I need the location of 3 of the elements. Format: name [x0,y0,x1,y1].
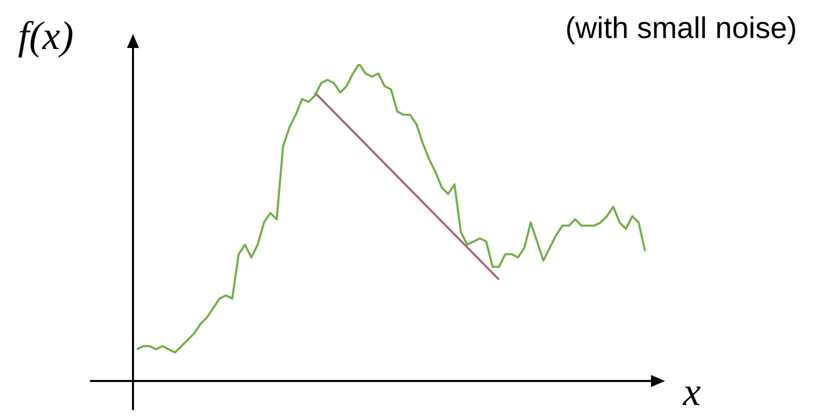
y-axis-title: f(x) [18,12,74,59]
chart-title: (with small noise) [565,12,797,46]
x-axis-title: x [683,368,701,415]
